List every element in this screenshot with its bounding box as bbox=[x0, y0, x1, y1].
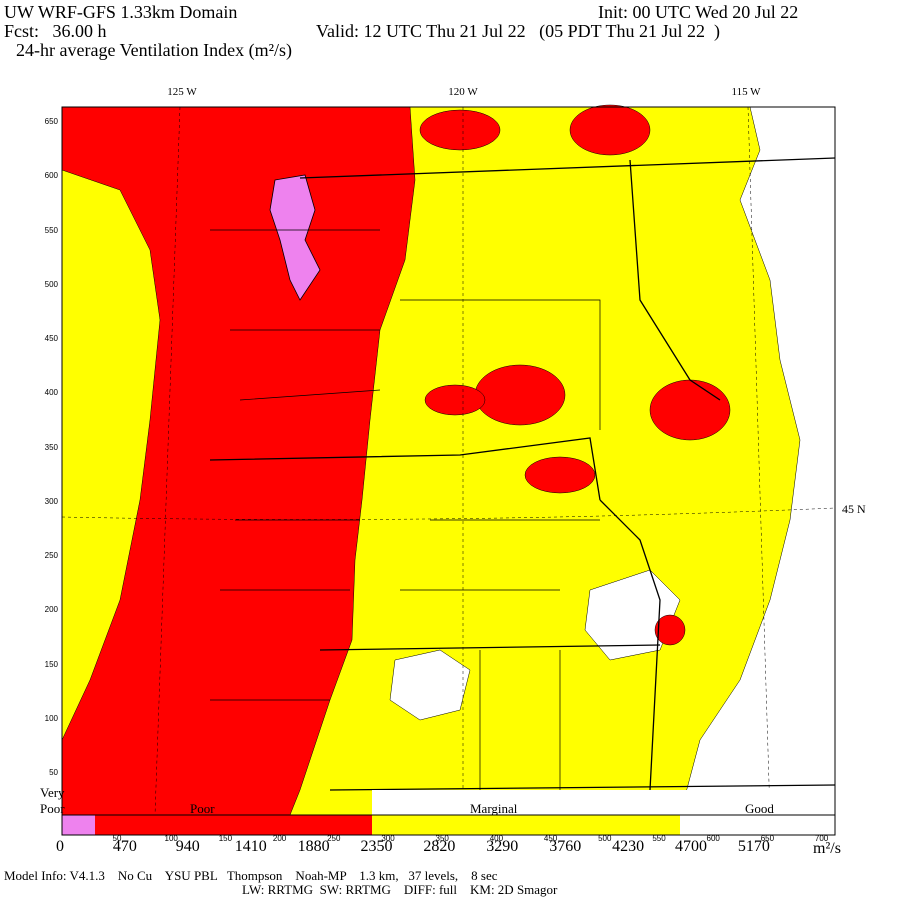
longitude-label: 125 W bbox=[167, 86, 197, 98]
forecast-hour: Fcst: 36.00 h bbox=[4, 21, 107, 41]
title: UW WRF-GFS 1.33km Domain bbox=[4, 2, 238, 22]
border bbox=[329, 784, 836, 791]
x-grid-label: 350 bbox=[435, 834, 449, 843]
footer-line: LW: RRTMG SW: RRTMG DIFF: full KM: 2D Sm… bbox=[242, 882, 558, 897]
colorbar-tick-label: 2820 bbox=[423, 838, 456, 855]
y-grid-label: 550 bbox=[44, 225, 58, 235]
colorbar-frame bbox=[61, 814, 836, 836]
x-grid-label: 700 bbox=[814, 834, 829, 843]
graticule-line bbox=[747, 106, 771, 816]
legend-category: Good bbox=[745, 801, 774, 816]
y-grid-label: 400 bbox=[44, 388, 58, 398]
colorbar-tick-label: 4700 bbox=[675, 838, 707, 855]
x-grid-label: 100 bbox=[164, 834, 178, 843]
latitude-label: 45 N bbox=[842, 502, 866, 516]
white-patch bbox=[389, 649, 471, 721]
colorbar-tick-label: 3760 bbox=[549, 838, 582, 855]
y-grid-label: 650 bbox=[44, 117, 58, 126]
colorbar-tick-label: 940 bbox=[175, 838, 200, 855]
y-grid-label: 250 bbox=[44, 551, 58, 560]
x-grid-label: 650 bbox=[760, 834, 775, 843]
y-grid-label: 500 bbox=[44, 279, 58, 289]
x-grid-label: 250 bbox=[327, 834, 341, 843]
border bbox=[299, 157, 836, 179]
colorbar-segment bbox=[95, 815, 372, 835]
colorbar-tick-label: 2350 bbox=[360, 838, 393, 855]
county-line bbox=[400, 299, 601, 790]
legend-category: Poor bbox=[190, 801, 215, 816]
colorbar-tick-label: 3290 bbox=[486, 838, 519, 855]
red-patch bbox=[474, 364, 566, 426]
longitude-label: 120 W bbox=[448, 86, 478, 98]
y-grid-label: 600 bbox=[44, 171, 58, 181]
graticule-line bbox=[61, 507, 836, 520]
border bbox=[319, 644, 661, 651]
field-name: 24-hr average Ventilation Index (m²/s) bbox=[16, 40, 292, 60]
graticule bbox=[61, 106, 836, 816]
colorbar-tick-label: 5170 bbox=[737, 838, 770, 855]
x-grid-label: 450 bbox=[543, 834, 558, 843]
legend-category: Very Poor bbox=[40, 785, 65, 816]
x-grid-label: 500 bbox=[598, 834, 612, 843]
colorbar-tick-label: 4230 bbox=[612, 838, 645, 855]
x-grid-label: 200 bbox=[272, 834, 287, 843]
y-grid-label: 450 bbox=[44, 334, 58, 343]
graticule-line bbox=[154, 106, 181, 816]
longitude-label: 115 W bbox=[731, 86, 761, 98]
red-patch bbox=[424, 384, 486, 416]
legend-category: Marginal bbox=[470, 801, 518, 816]
x-grid-label: 550 bbox=[652, 834, 666, 843]
y-grid-label: 350 bbox=[44, 442, 58, 452]
red-patch bbox=[569, 104, 651, 156]
y-grid-label: 300 bbox=[44, 496, 58, 506]
county-line bbox=[210, 229, 381, 701]
y-grid-label: 50 bbox=[49, 768, 58, 777]
border bbox=[599, 499, 661, 791]
x-grid-label: 150 bbox=[218, 834, 233, 843]
border bbox=[209, 437, 601, 501]
colorbar-unit: m²/s bbox=[813, 840, 841, 857]
colorbar-tick-label: 470 bbox=[112, 838, 137, 855]
colorbar-tick-label: 1880 bbox=[297, 838, 330, 855]
colorbar-segment bbox=[680, 815, 835, 835]
footer-line: Model Info: V4.1.3 No Cu YSU PBL Thompso… bbox=[4, 868, 498, 883]
y-grid-label: 100 bbox=[44, 713, 58, 723]
x-grid-label: 400 bbox=[489, 834, 504, 843]
red-patch bbox=[654, 614, 686, 646]
red-patch bbox=[524, 456, 596, 494]
colorbar-tick-label: 1410 bbox=[234, 838, 267, 855]
colorbar-segment bbox=[372, 815, 680, 835]
valid-time: Valid: 12 UTC Thu 21 Jul 22 (05 PDT Thu … bbox=[316, 21, 721, 41]
x-grid-label: 300 bbox=[381, 834, 395, 843]
colorbar-tick-label: 0 bbox=[56, 838, 64, 855]
init-time: Init: 00 UTC Wed 20 Jul 22 bbox=[598, 2, 799, 22]
x-grid-label: 600 bbox=[706, 834, 720, 843]
colorbar-segment bbox=[62, 815, 95, 835]
borders bbox=[209, 157, 836, 791]
red-patch bbox=[419, 109, 501, 151]
coastal-yellow bbox=[62, 175, 150, 740]
purple-region bbox=[269, 174, 321, 301]
y-grid-label: 200 bbox=[44, 605, 58, 615]
x-grid-label: 50 bbox=[112, 834, 122, 843]
y-grid-label: 150 bbox=[44, 659, 58, 669]
legend-band bbox=[372, 790, 835, 815]
red-patch bbox=[649, 379, 731, 441]
border bbox=[629, 159, 721, 401]
